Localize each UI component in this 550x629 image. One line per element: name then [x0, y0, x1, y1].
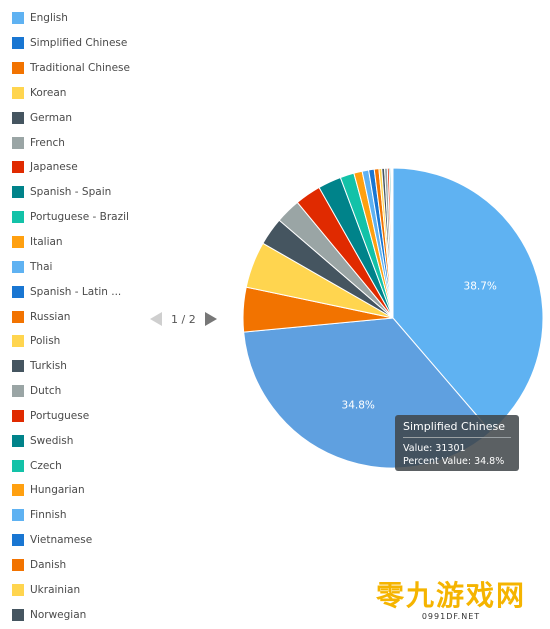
legend-item[interactable]: Polish — [12, 329, 142, 354]
legend-pager: 1 / 2 — [150, 312, 217, 326]
legend-label: Traditional Chinese — [30, 62, 130, 75]
legend-swatch — [12, 161, 24, 174]
legend-label: French — [30, 136, 65, 149]
slice-label: 38.7% — [464, 281, 497, 293]
legend-label: Russian — [30, 310, 71, 323]
legend-label: German — [30, 111, 73, 124]
legend-item[interactable]: Korean — [12, 81, 142, 106]
legend-swatch — [12, 558, 24, 571]
watermark-url: 0991DF.NET — [421, 612, 481, 621]
legend-swatch — [12, 608, 24, 621]
legend-item[interactable]: Russian — [12, 304, 142, 329]
legend-label: Czech — [30, 459, 62, 472]
watermark-logo: 零九游戏网 — [375, 579, 526, 612]
legend-label: Swedish — [30, 434, 74, 447]
legend: English Simplified Chinese Traditional Chi… — [12, 6, 142, 627]
slice-label: 34.8% — [342, 399, 375, 411]
pie-labels: 38.7% 34.8% — [342, 281, 497, 412]
legend-label: Italian — [30, 236, 63, 249]
legend-swatch — [12, 236, 24, 249]
legend-swatch — [12, 509, 24, 522]
legend-swatch — [12, 583, 24, 596]
legend-label: Ukrainian — [30, 583, 81, 596]
legend-item[interactable]: Danish — [12, 553, 142, 578]
legend-swatch — [12, 360, 24, 373]
legend-item[interactable]: Simplified Chinese — [12, 31, 142, 56]
tooltip: Simplified Chinese Value: 31301 Percent … — [395, 415, 519, 471]
legend-item[interactable]: Dutch — [12, 379, 142, 404]
legend-label: Danish — [30, 558, 67, 571]
legend-item[interactable]: Czech — [12, 453, 142, 478]
legend-item[interactable]: Ukrainian — [12, 577, 142, 602]
legend-swatch — [12, 186, 24, 199]
legend-swatch — [12, 37, 24, 50]
legend-item[interactable]: Swedish — [12, 428, 142, 453]
legend-item[interactable]: Japanese — [12, 155, 142, 180]
legend-item[interactable]: Spanish - Latin ... — [12, 279, 142, 304]
legend-label: Portuguese - Brazil — [30, 211, 129, 224]
legend-label: Turkish — [30, 360, 67, 373]
legend-item[interactable]: Norwegian — [12, 602, 142, 627]
legend-item[interactable]: Portuguese - Brazil — [12, 205, 142, 230]
legend-swatch — [12, 12, 24, 25]
pie-slices — [242, 167, 544, 469]
legend-item[interactable]: Hungarian — [12, 478, 142, 503]
tooltip-percent: Percent Value: 34.8% — [403, 456, 505, 467]
legend-swatch — [12, 484, 24, 497]
legend-item[interactable]: Turkish — [12, 354, 142, 379]
legend-item[interactable]: Vietnamese — [12, 528, 142, 553]
legend-swatch — [12, 136, 24, 149]
legend-swatch — [12, 62, 24, 75]
legend-label: Vietnamese — [30, 534, 93, 547]
legend-swatch — [12, 310, 24, 323]
legend-swatch — [12, 111, 24, 124]
legend-item[interactable]: Thai — [12, 254, 142, 279]
pager-next-icon[interactable] — [204, 312, 217, 326]
tooltip-title: Simplified Chinese — [403, 420, 511, 438]
legend-label: Simplified Chinese — [30, 37, 128, 50]
legend-swatch — [12, 260, 24, 273]
legend-label: Korean — [30, 86, 67, 99]
legend-swatch — [12, 86, 24, 99]
legend-label: Finnish — [30, 509, 67, 522]
legend-item[interactable]: German — [12, 105, 142, 130]
legend-item[interactable]: Italian — [12, 230, 142, 255]
legend-label: Spanish - Spain — [30, 186, 112, 199]
legend-swatch — [12, 459, 24, 472]
pie-slice[interactable] — [392, 167, 544, 433]
legend-item[interactable]: Spanish - Spain — [12, 180, 142, 205]
legend-item[interactable]: Portuguese — [12, 404, 142, 429]
legend-swatch — [12, 434, 24, 447]
legend-item[interactable]: Traditional Chinese — [12, 56, 142, 81]
legend-swatch — [12, 409, 24, 422]
legend-label: Spanish - Latin ... — [30, 285, 122, 298]
legend-label: Hungarian — [30, 484, 85, 497]
watermark: 零九游戏网 0991DF.NET — [366, 580, 536, 628]
legend-label: Dutch — [30, 385, 62, 398]
pager-prev-icon[interactable] — [150, 312, 162, 326]
legend-label: Japanese — [30, 161, 78, 174]
legend-swatch — [12, 534, 24, 547]
legend-label: Polish — [30, 335, 61, 348]
legend-item[interactable]: Finnish — [12, 503, 142, 528]
legend-label: English — [30, 12, 68, 25]
legend-swatch — [12, 335, 24, 348]
legend-swatch — [12, 385, 24, 398]
legend-swatch — [12, 211, 24, 224]
legend-label: Portuguese — [30, 409, 90, 422]
legend-swatch — [12, 285, 24, 298]
legend-label: Thai — [30, 260, 53, 273]
pager-text: 1 / 2 — [171, 312, 196, 326]
legend-label: Norwegian — [30, 608, 87, 621]
legend-item[interactable]: French — [12, 130, 142, 155]
tooltip-value: Value: 31301 — [403, 443, 466, 454]
legend-item[interactable]: English — [12, 6, 142, 31]
